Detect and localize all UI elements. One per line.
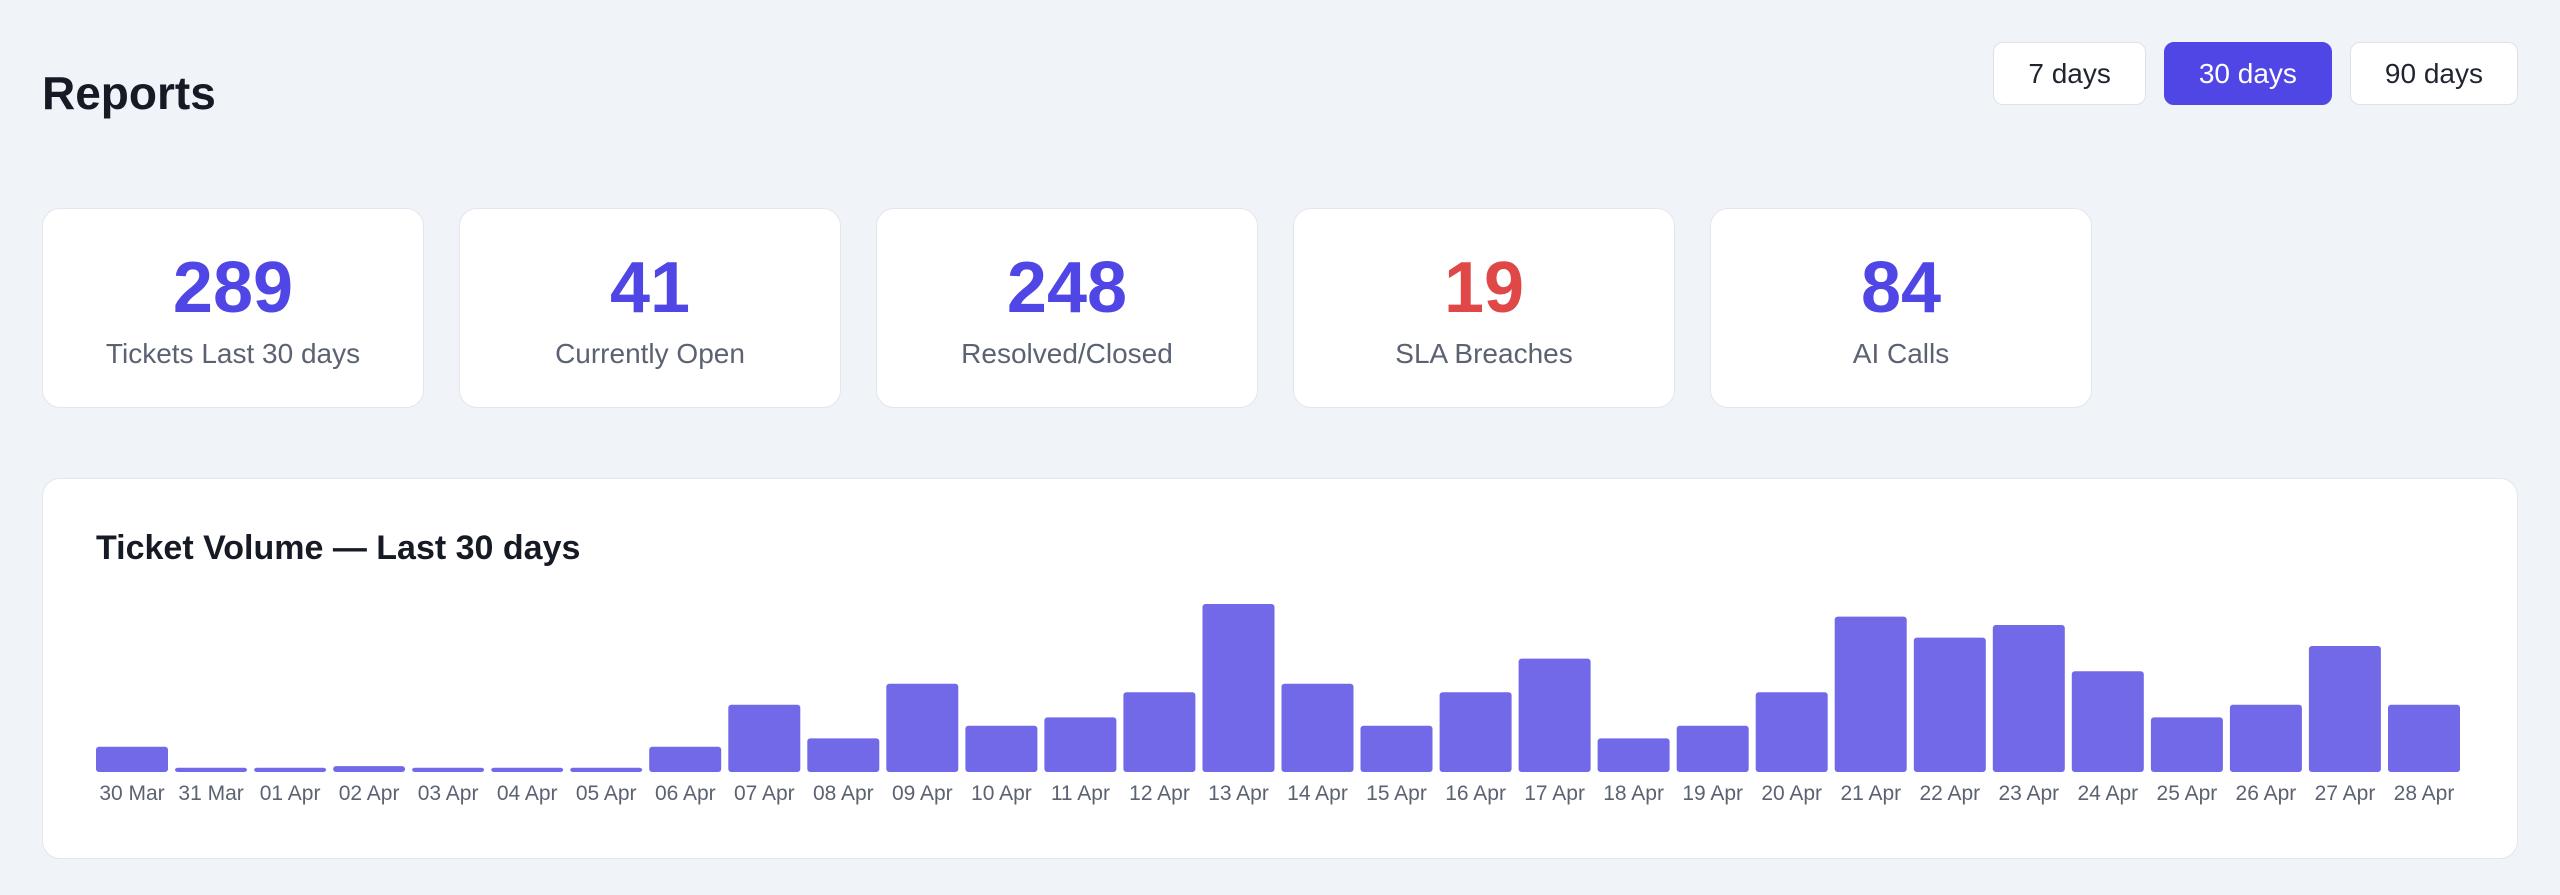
x-tick-label: 23 Apr: [1998, 782, 2059, 805]
x-tick-label: 02 Apr: [339, 782, 400, 805]
bar-16-apr: [1439, 692, 1512, 772]
stat-label: SLA Breaches: [1395, 338, 1573, 369]
stat-label: Tickets Last 30 days: [105, 338, 361, 369]
x-tick-label: 16 Apr: [1445, 782, 1506, 805]
x-tick-label: 13 Apr: [1208, 782, 1269, 805]
stat-card-tickets: 289 Tickets Last 30 days: [42, 208, 424, 408]
x-tick-label: 18 Apr: [1603, 782, 1664, 805]
bar-05-apr: [570, 767, 643, 772]
x-tick-label: 15 Apr: [1366, 782, 1427, 805]
bar-02-apr: [333, 766, 406, 772]
stats-row: 289 Tickets Last 30 days 41 Currently Op…: [42, 208, 2092, 408]
x-tick-label: 07 Apr: [734, 782, 795, 805]
bar-01-apr: [254, 767, 327, 772]
date-range-selector: 7 days 30 days 90 days: [1993, 42, 2518, 105]
bar-04-apr: [491, 767, 564, 772]
bar-18-apr: [1597, 738, 1670, 772]
stat-card-open: 41 Currently Open: [459, 208, 841, 408]
x-tick-label: 27 Apr: [2315, 782, 2376, 805]
x-tick-label: 08 Apr: [813, 782, 874, 805]
bar-12-apr: [1123, 692, 1196, 772]
stat-card-sla-breaches: 19 SLA Breaches: [1293, 208, 1675, 408]
bar-23-apr: [1992, 625, 2065, 772]
bar-31-mar: [175, 767, 247, 772]
stat-label: AI Calls: [1852, 338, 1950, 369]
stat-value: 41: [609, 248, 691, 328]
stat-value: 19: [1443, 248, 1525, 328]
x-tick-label: 22 Apr: [1919, 782, 1980, 805]
bar-27-apr: [2308, 646, 2381, 772]
bar-24-apr: [2071, 671, 2144, 772]
stat-value: 289: [172, 248, 294, 328]
bar-20-apr: [1755, 692, 1828, 772]
chart-title: Ticket Volume — Last 30 days: [96, 529, 581, 567]
x-tick-label: 20 Apr: [1761, 782, 1822, 805]
stat-value: 248: [1006, 248, 1128, 328]
x-tick-label: 11 Apr: [1051, 782, 1110, 805]
x-tick-label: 03 Apr: [418, 782, 479, 805]
x-tick-label: 01 Apr: [260, 782, 321, 805]
stat-label: Resolved/Closed: [961, 338, 1173, 369]
bar-03-apr: [412, 767, 485, 772]
stat-label: Currently Open: [555, 338, 745, 369]
x-tick-label: 26 Apr: [2236, 782, 2297, 805]
x-tick-label: 30 Mar: [99, 782, 164, 805]
range-90-days-button[interactable]: 90 days: [2349, 42, 2518, 105]
bar-26-apr: [2229, 704, 2302, 772]
x-tick-label: 21 Apr: [1840, 782, 1901, 805]
page-title: Reports: [42, 67, 216, 119]
stat-card-resolved: 248 Resolved/Closed: [876, 208, 1258, 408]
bar-07-apr: [728, 704, 801, 772]
x-tick-label: 28 Apr: [2394, 782, 2455, 805]
x-tick-label: 25 Apr: [2157, 782, 2218, 805]
bar-30-mar: [96, 746, 168, 772]
bar-10-apr: [965, 725, 1038, 772]
bar-11-apr: [1044, 717, 1117, 772]
bar-08-apr: [807, 738, 880, 772]
x-tick-label: 31 Mar: [178, 782, 243, 805]
x-tick-label: 06 Apr: [655, 782, 716, 805]
ticket-volume-chart-card: Ticket Volume — Last 30 days 30 Mar 31 Ma…: [42, 478, 2518, 859]
bars-group: [96, 604, 2460, 772]
bar-25-apr: [2150, 717, 2223, 772]
bar-06-apr: [649, 746, 722, 772]
x-tick-labels: 30 Mar 31 Mar 01 Apr 02 Apr 03 Apr 04 Apr 05 A…: [99, 782, 2454, 805]
bar-22-apr: [1913, 637, 1986, 772]
x-tick-label: 19 Apr: [1682, 782, 1743, 805]
x-tick-label: 05 Apr: [576, 782, 637, 805]
x-tick-label: 10 Apr: [971, 782, 1032, 805]
bar-15-apr: [1360, 725, 1433, 772]
bar-17-apr: [1518, 658, 1591, 772]
bar-19-apr: [1676, 725, 1749, 772]
ticket-volume-chart: 30 Mar 31 Mar 01 Apr 02 Apr 03 Apr 04 Apr 05 A…: [96, 604, 2460, 805]
x-tick-label: 04 Apr: [497, 782, 558, 805]
x-tick-label: 14 Apr: [1287, 782, 1348, 805]
bar-09-apr: [886, 683, 959, 772]
stat-value: 84: [1860, 248, 1942, 328]
x-tick-label: 12 Apr: [1129, 782, 1190, 805]
range-7-days-button[interactable]: 7 days: [1993, 42, 2146, 105]
bar-28-apr: [2388, 704, 2460, 772]
x-tick-label: 24 Apr: [2077, 782, 2138, 805]
x-tick-label: 17 Apr: [1524, 782, 1585, 805]
bar-14-apr: [1281, 683, 1354, 772]
range-30-days-button[interactable]: 30 days: [2163, 42, 2332, 105]
bar-13-apr: [1202, 604, 1275, 772]
stat-card-ai-calls: 84 AI Calls: [1710, 208, 2092, 408]
x-tick-label: 09 Apr: [892, 782, 953, 805]
bar-21-apr: [1834, 616, 1907, 772]
